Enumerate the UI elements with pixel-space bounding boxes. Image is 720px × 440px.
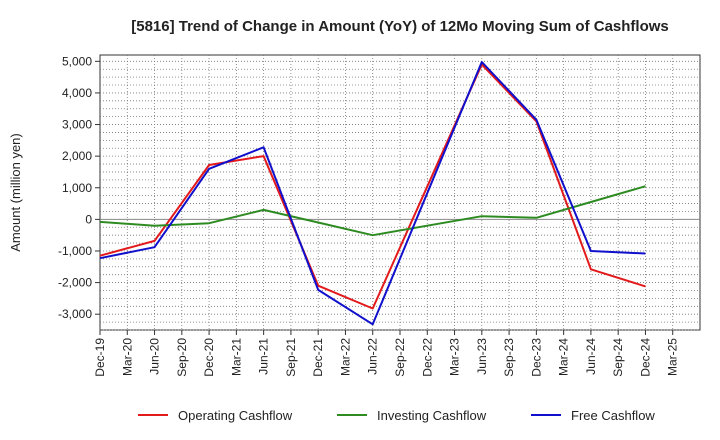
x-tick-label: Mar-21	[229, 338, 243, 376]
y-tick-label: 0	[85, 212, 92, 226]
series-line-free-cashflow	[99, 61, 646, 326]
x-tick-label: Sep-24	[611, 338, 625, 377]
x-tick-label: Jun-20	[148, 338, 162, 375]
y-tick-label: -1,000	[58, 244, 92, 258]
x-tick-label: Jun-23	[475, 338, 489, 375]
chart-title: [5816] Trend of Change in Amount (YoY) o…	[131, 18, 669, 35]
legend-item-investing-cashflow: Investing Cashflow	[337, 408, 487, 423]
x-tick-label: Sep-21	[284, 338, 298, 377]
y-tick-label: -3,000	[58, 307, 92, 321]
x-tick-label: Dec-20	[202, 338, 216, 377]
series-lines	[99, 61, 646, 326]
x-tick-label: Mar-25	[666, 338, 680, 376]
y-tick-label: 5,000	[62, 54, 92, 68]
x-tick-label: Sep-22	[393, 338, 407, 377]
series-line-investing-cashflow	[99, 185, 646, 237]
y-tick-label: 2,000	[62, 149, 92, 163]
legend-label: Investing Cashflow	[377, 408, 487, 423]
y-axis-label: Amount (million yen)	[8, 133, 23, 252]
x-tick-label: Sep-20	[175, 338, 189, 377]
series-line-operating-cashflow	[99, 63, 646, 310]
y-tick-label: 3,000	[62, 118, 92, 132]
legend: Operating Cashflow Investing Cashflow Free…	[138, 408, 655, 423]
x-tick-label: Dec-24	[638, 338, 652, 377]
legend-item-operating-cashflow: Operating Cashflow	[138, 408, 293, 423]
legend-item-free-cashflow: Free Cashflow	[531, 408, 655, 423]
x-tick-label: Jun-21	[257, 338, 271, 375]
x-tick-label: Mar-24	[557, 338, 571, 376]
gridlines	[100, 55, 700, 331]
y-tick-label: 1,000	[62, 181, 92, 195]
legend-label: Free Cashflow	[571, 408, 655, 423]
x-axis-ticks: Dec-19 Mar-20 Jun-20 Sep-20 Dec-20 Mar-21 Jun-…	[93, 330, 680, 377]
x-tick-label: Mar-22	[338, 338, 352, 376]
y-tick-label: -2,000	[58, 276, 92, 290]
x-tick-label: Dec-22	[420, 338, 434, 377]
x-tick-label: Dec-19	[93, 338, 107, 377]
legend-label: Operating Cashflow	[178, 408, 293, 423]
x-tick-label: Dec-23	[529, 338, 543, 377]
x-tick-label: Dec-21	[311, 338, 325, 377]
x-tick-label: Jun-24	[584, 338, 598, 375]
x-tick-label: Mar-20	[120, 338, 134, 376]
x-tick-label: Jun-22	[366, 338, 380, 375]
y-axis-ticks: -3,000 -2,000 -1,000 0 1,000 2,000 3,000 4,000 5…	[58, 54, 100, 321]
x-tick-label: Mar-23	[448, 338, 462, 376]
y-tick-label: 4,000	[62, 86, 92, 100]
x-tick-label: Sep-23	[502, 338, 516, 377]
